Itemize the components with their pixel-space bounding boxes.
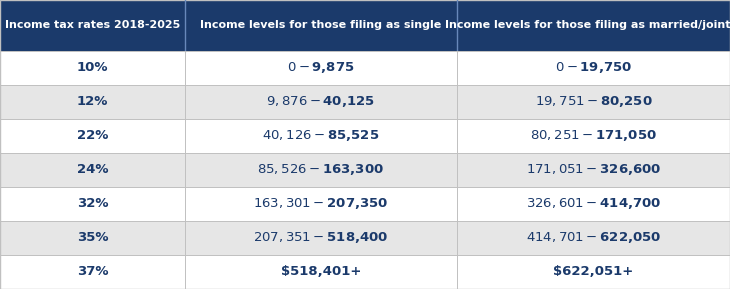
Text: $518,401+: $518,401+ (280, 266, 361, 279)
Bar (185, 119, 457, 153)
Bar (457, 85, 730, 119)
Text: $414,701 - $622,050: $414,701 - $622,050 (526, 230, 661, 245)
Text: $40,126 - $85,525: $40,126 - $85,525 (262, 128, 380, 143)
Text: Income tax rates 2018-2025: Income tax rates 2018-2025 (4, 20, 180, 30)
Bar (0, 0, 185, 51)
Text: 35%: 35% (77, 231, 108, 244)
Text: 24%: 24% (77, 163, 108, 176)
Text: $207,351 - $518,400: $207,351 - $518,400 (253, 230, 388, 245)
Text: $326,601 - $414,700: $326,601 - $414,700 (526, 196, 661, 211)
Text: 12%: 12% (77, 95, 108, 108)
Bar (457, 153, 730, 187)
Bar (185, 51, 457, 85)
Bar (457, 221, 730, 255)
Bar (185, 85, 457, 119)
Bar (0, 153, 185, 187)
Text: $19,751 - $80,250: $19,751 - $80,250 (534, 94, 653, 109)
Bar (185, 187, 457, 221)
Bar (457, 119, 730, 153)
Text: $0 - $19,750: $0 - $19,750 (555, 60, 632, 75)
Text: Income levels for those filing as married/jointly: Income levels for those filing as marrie… (445, 20, 730, 30)
Bar (457, 0, 730, 51)
Bar (185, 153, 457, 187)
Text: $0 - $9,875: $0 - $9,875 (287, 60, 355, 75)
Text: 10%: 10% (77, 61, 108, 74)
Bar (0, 119, 185, 153)
Bar (185, 221, 457, 255)
Text: $163,301 - $207,350: $163,301 - $207,350 (253, 196, 388, 211)
Text: $80,251 - $171,050: $80,251 - $171,050 (530, 128, 657, 143)
Bar (0, 255, 185, 289)
Text: $622,051+: $622,051+ (553, 266, 634, 279)
Bar (0, 221, 185, 255)
Text: $9,876 - $40,125: $9,876 - $40,125 (266, 94, 375, 109)
Text: $85,526 - $163,300: $85,526 - $163,300 (258, 162, 384, 177)
Bar (457, 187, 730, 221)
Bar (0, 51, 185, 85)
Bar (185, 0, 457, 51)
Text: 22%: 22% (77, 129, 108, 142)
Text: Income levels for those filing as single: Income levels for those filing as single (200, 20, 442, 30)
Bar (0, 187, 185, 221)
Text: 32%: 32% (77, 197, 108, 210)
Text: 37%: 37% (77, 266, 108, 279)
Bar (457, 255, 730, 289)
Text: $171,051 - $326,600: $171,051 - $326,600 (526, 162, 661, 177)
Bar (0, 85, 185, 119)
Bar (185, 255, 457, 289)
Bar (457, 51, 730, 85)
